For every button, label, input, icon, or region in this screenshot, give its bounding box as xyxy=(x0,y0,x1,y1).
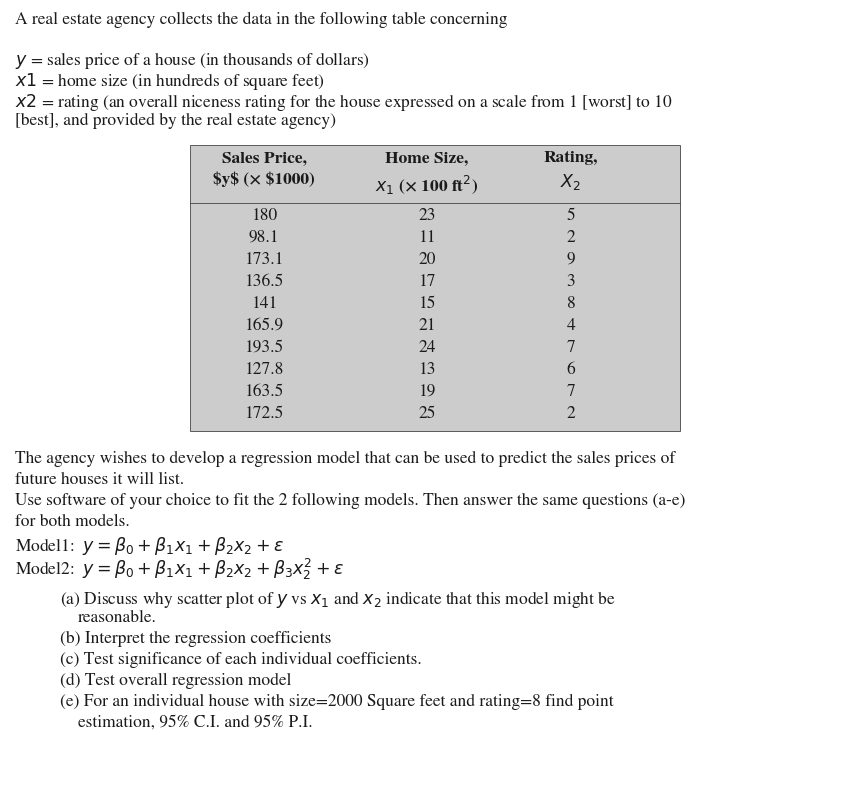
Text: 173.1: 173.1 xyxy=(244,252,284,268)
Text: $x1$ = home size (in hundreds of square feet): $x1$ = home size (in hundreds of square … xyxy=(15,71,325,92)
Text: Sales Price,
$y$ (× $1000): Sales Price, $y$ (× $1000) xyxy=(214,151,315,186)
Text: [best], and provided by the real estate agency): [best], and provided by the real estate … xyxy=(15,113,336,129)
Text: 11: 11 xyxy=(418,230,436,246)
Text: 15: 15 xyxy=(418,296,436,312)
Text: 23: 23 xyxy=(418,208,436,224)
Text: 13: 13 xyxy=(418,362,436,378)
Text: 8: 8 xyxy=(567,296,575,312)
Text: 141: 141 xyxy=(251,296,277,312)
Text: 193.5: 193.5 xyxy=(245,340,284,356)
Text: 20: 20 xyxy=(418,252,436,268)
Text: 172.5: 172.5 xyxy=(245,406,284,422)
Text: Use software of your choice to fit the 2 following models. Then answer the same : Use software of your choice to fit the 2… xyxy=(15,493,686,509)
Text: reasonable.: reasonable. xyxy=(78,610,157,626)
Text: 9: 9 xyxy=(567,252,575,268)
Text: 163.5: 163.5 xyxy=(245,384,284,400)
Text: 165.9: 165.9 xyxy=(245,318,284,334)
Text: $y$ = sales price of a house (in thousands of dollars): $y$ = sales price of a house (in thousan… xyxy=(15,50,370,71)
Text: 3: 3 xyxy=(567,274,575,290)
Text: (b) Interpret the regression coefficients: (b) Interpret the regression coefficient… xyxy=(60,631,332,647)
Text: 17: 17 xyxy=(418,274,436,290)
Text: 5: 5 xyxy=(567,208,575,224)
Text: 4: 4 xyxy=(567,318,575,334)
Text: 98.1: 98.1 xyxy=(249,230,279,246)
Text: 136.5: 136.5 xyxy=(245,274,284,290)
Text: 19: 19 xyxy=(418,384,436,400)
Text: (e) For an individual house with size=2000 Square feet and rating=8 find point: (e) For an individual house with size=20… xyxy=(60,694,614,710)
Text: estimation, 95% C.I. and 95% P.I.: estimation, 95% C.I. and 95% P.I. xyxy=(78,715,312,731)
Text: future houses it will list.: future houses it will list. xyxy=(15,472,184,488)
Text: A real estate agency collects the data in the following table concerning: A real estate agency collects the data i… xyxy=(15,12,508,28)
Text: 7: 7 xyxy=(567,384,575,400)
Text: 2: 2 xyxy=(567,230,575,246)
Text: 21: 21 xyxy=(418,318,436,334)
FancyBboxPatch shape xyxy=(190,145,680,431)
Text: 2: 2 xyxy=(567,406,575,422)
Text: 180: 180 xyxy=(251,208,277,224)
Text: 6: 6 xyxy=(567,362,575,378)
Text: (a) Discuss why scatter plot of $y$ vs $x_1$ and $x_2$ indicate that this model : (a) Discuss why scatter plot of $y$ vs $… xyxy=(60,589,615,610)
Text: Home Size,
$x_1$ (× 100 ft$^2$): Home Size, $x_1$ (× 100 ft$^2$) xyxy=(376,151,478,197)
Text: 25: 25 xyxy=(418,406,436,422)
Text: Rating,
$X_2$: Rating, $X_2$ xyxy=(544,151,598,193)
Text: The agency wishes to develop a regression model that can be used to predict the : The agency wishes to develop a regressio… xyxy=(15,451,675,467)
Text: 127.8: 127.8 xyxy=(244,362,284,378)
Text: Model2:  $y = \beta_0 + \beta_1 x_1 + \beta_2 x_2 + \beta_3 x_2^2 + \epsilon$: Model2: $y = \beta_0 + \beta_1 x_1 + \be… xyxy=(15,557,344,582)
Text: 24: 24 xyxy=(418,340,436,356)
Text: Model1:  $y = \beta_0 + \beta_1 x_1 + \beta_2 x_2 + \epsilon$: Model1: $y = \beta_0 + \beta_1 x_1 + \be… xyxy=(15,535,284,557)
Text: for both models.: for both models. xyxy=(15,514,129,530)
Text: $x2$ = rating (an overall niceness rating for the house expressed on a scale fro: $x2$ = rating (an overall niceness ratin… xyxy=(15,92,673,113)
Text: (d) Test overall regression model: (d) Test overall regression model xyxy=(60,673,292,689)
Text: 7: 7 xyxy=(567,340,575,356)
Text: (c) Test significance of each individual coefficients.: (c) Test significance of each individual… xyxy=(60,652,422,668)
